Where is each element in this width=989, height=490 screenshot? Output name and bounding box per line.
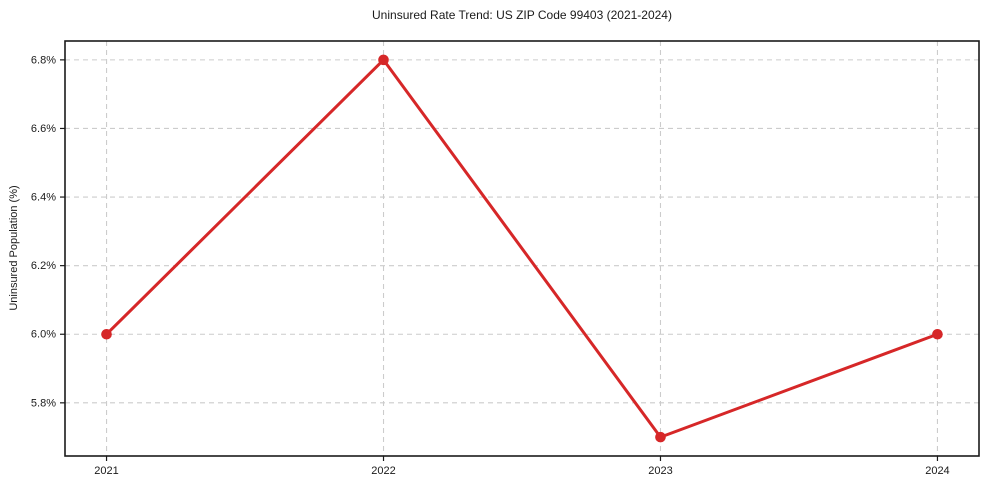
chart-title: Uninsured Rate Trend: US ZIP Code 99403 … bbox=[372, 8, 672, 22]
y-tick-label: 6.8% bbox=[31, 54, 56, 66]
x-tick-label: 2021 bbox=[94, 465, 118, 477]
data-point-2024 bbox=[932, 328, 943, 340]
y-tick-label: 5.8% bbox=[31, 397, 56, 409]
trend-line bbox=[105, 58, 939, 439]
data-point-2022 bbox=[378, 54, 389, 66]
y-tick-label: 6.4% bbox=[31, 192, 56, 204]
data-point-2021 bbox=[101, 328, 112, 340]
y-tick-label: 6.6% bbox=[31, 123, 56, 135]
y-tick-label: 6.0% bbox=[31, 329, 56, 341]
x-tick-label: 2024 bbox=[925, 465, 949, 477]
plot-border bbox=[64, 40, 980, 457]
x-tick-label: 2023 bbox=[648, 465, 672, 477]
data-point-2023 bbox=[655, 431, 666, 443]
y-tick-label: 6.2% bbox=[31, 260, 56, 272]
x-tick-label: 2022 bbox=[371, 465, 395, 477]
